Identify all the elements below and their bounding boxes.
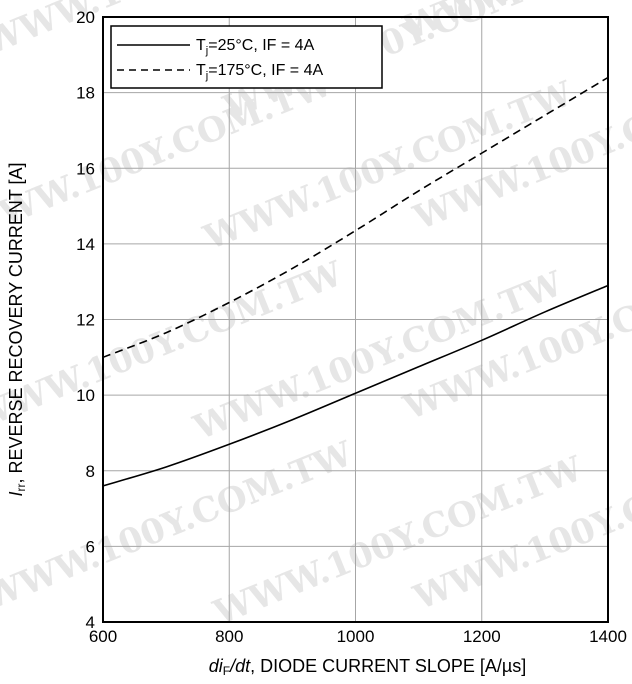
y-tick-label: 14	[76, 235, 95, 254]
x-tick-label: 1400	[589, 627, 627, 646]
y-tick-label: 8	[86, 462, 95, 481]
plot-frame	[102, 16, 609, 623]
x-tick-label: 1000	[337, 627, 375, 646]
series	[102, 76, 609, 487]
x-tick-label: 1200	[463, 627, 501, 646]
legend: Tj=25°C, IF = 4A Tj=175°C, IF = 4A	[110, 25, 383, 89]
x-axis-label: diF/dt, DIODE CURRENT SLOPE [A/µs]	[209, 656, 526, 678]
y-tick-label: 12	[76, 311, 95, 330]
y-tick-label: 20	[76, 8, 95, 27]
y-axis-label: Irr, REVERSE RECOVERY CURRENT [A]	[6, 162, 28, 496]
x-tick-labels: 600 800 1000 1200 1400	[89, 627, 627, 646]
y-tick-label: 4	[86, 613, 95, 632]
y-tick-label: 6	[86, 537, 95, 556]
y-tick-label: 18	[76, 84, 95, 103]
series-line-0	[102, 284, 609, 487]
legend-entry-175c: Tj=175°C, IF = 4A	[196, 62, 323, 82]
watermark-text: WWW.100Y.COM.TW	[0, 254, 349, 439]
y-tick-label: 10	[76, 386, 95, 405]
legend-box	[110, 25, 383, 89]
legend-entry-25c: Tj=25°C, IF = 4A	[196, 37, 315, 57]
x-tick-label: 800	[215, 627, 243, 646]
y-tick-label: 16	[76, 159, 95, 178]
series-line-1	[102, 76, 609, 359]
y-tick-labels: 4 6 8 10 12 14 16 18 20	[76, 8, 95, 632]
x-tick-label: 600	[89, 627, 117, 646]
